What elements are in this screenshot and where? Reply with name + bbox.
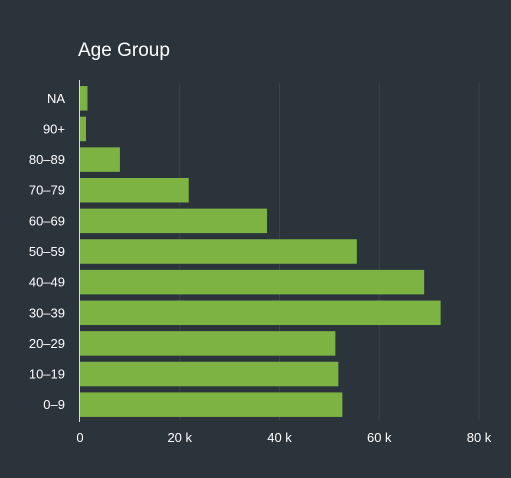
y-category-label: NA bbox=[47, 91, 65, 106]
x-tick-label: 40 k bbox=[267, 430, 292, 445]
y-category-label: 90+ bbox=[43, 121, 65, 136]
y-category-label: 50–59 bbox=[29, 244, 65, 259]
bar[interactable] bbox=[80, 147, 120, 172]
bar[interactable] bbox=[80, 269, 425, 295]
y-category-label: 60–69 bbox=[29, 213, 65, 228]
category-label-layer: NA 90+ 80–89 70–79 60–69 50–59 40–49 30–39 20–29… bbox=[29, 91, 65, 412]
x-tick-label: 60 k bbox=[367, 430, 392, 445]
bar[interactable] bbox=[80, 361, 339, 387]
y-category-label: 30–39 bbox=[29, 305, 65, 320]
x-tick-label: 20 k bbox=[167, 430, 192, 445]
bar[interactable] bbox=[80, 392, 343, 417]
bar[interactable] bbox=[80, 116, 86, 142]
y-category-label: 0–9 bbox=[43, 397, 65, 412]
bar[interactable] bbox=[80, 208, 268, 234]
y-category-label: 10–19 bbox=[29, 367, 65, 382]
bar[interactable] bbox=[80, 300, 441, 326]
y-category-label: 20–29 bbox=[29, 336, 65, 351]
x-tick-label: 80 k bbox=[467, 430, 492, 445]
chart-title: Age Group bbox=[78, 40, 170, 61]
y-category-label: 40–49 bbox=[29, 275, 65, 290]
bar[interactable] bbox=[80, 239, 357, 264]
y-category-label: 70–79 bbox=[29, 183, 65, 198]
y-category-label: 80–89 bbox=[29, 152, 65, 167]
x-tick-label: 0 bbox=[76, 430, 83, 445]
tick-label-layer: 0 20 k 40 k 60 k 80 k bbox=[76, 430, 491, 445]
bar[interactable] bbox=[80, 177, 189, 203]
bar[interactable] bbox=[80, 86, 88, 111]
bar[interactable] bbox=[80, 331, 336, 356]
bar-layer bbox=[80, 86, 441, 417]
